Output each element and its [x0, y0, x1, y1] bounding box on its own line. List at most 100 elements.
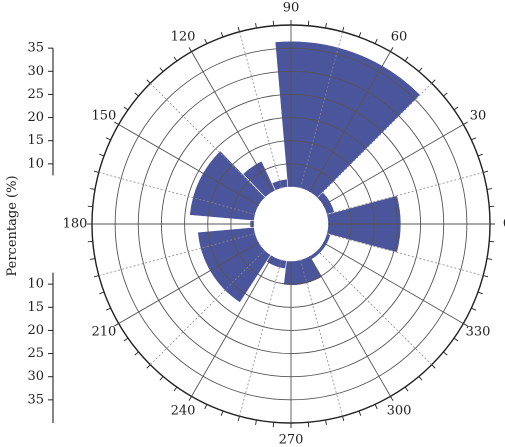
outer-tick: [443, 351, 448, 356]
outer-tick: [114, 323, 119, 327]
outer-tick: [204, 38, 208, 44]
angle-tick-label: 0: [503, 217, 505, 232]
radial-tick-label-lower: 10: [27, 277, 44, 292]
outer-tick: [463, 323, 468, 327]
outer-tick: [220, 410, 224, 416]
outer-tick: [390, 396, 394, 401]
angle-tick-label: 30: [470, 109, 487, 124]
outer-tick: [105, 137, 111, 141]
outer-tick: [325, 419, 327, 425]
outer-tick: [146, 364, 151, 369]
minor-spoke-315: [316, 249, 432, 365]
outer-tick: [90, 188, 96, 190]
spoke-300: [309, 255, 391, 397]
minor-spoke-345: [326, 233, 484, 276]
radial-tick-label-upper: 10: [27, 156, 44, 171]
minor-spoke-195: [98, 233, 256, 276]
outer-tick: [390, 47, 394, 52]
spoke-60: [309, 51, 391, 193]
angle-tick-label: 90: [283, 1, 300, 16]
outer-tick: [173, 386, 178, 392]
outer-tick: [483, 170, 489, 173]
radial-tick-label-lower: 15: [27, 300, 44, 315]
angle-tick-label: 330: [466, 325, 491, 340]
grid-group: [87, 20, 495, 428]
spoke-210: [118, 242, 260, 324]
minor-spoke-105: [239, 31, 282, 189]
outer-tick: [486, 188, 492, 190]
outer-tick: [453, 337, 459, 342]
minor-spoke-135: [150, 83, 266, 199]
radial-tick-label-lower: 25: [27, 346, 44, 361]
angle-labels-group: 0 30 60 90 120 150 180 210 240 270 300 330: [63, 1, 505, 447]
minor-spoke-225: [150, 249, 266, 365]
outer-tick: [90, 258, 96, 260]
outer-tick: [431, 79, 436, 84]
minor-spoke-45: [316, 83, 432, 199]
outer-tick: [188, 396, 192, 401]
outer-tick: [123, 106, 129, 111]
y-axis-title: Percentage (%): [5, 175, 20, 276]
radial-tick-label-upper: 30: [27, 64, 44, 79]
radial-tick-label-lower: 30: [27, 369, 44, 384]
outer-tick: [477, 153, 483, 157]
angle-tick-label: 300: [387, 404, 412, 419]
angle-tick-label: 180: [63, 217, 88, 232]
minor-spoke-165: [98, 172, 256, 215]
outer-tick: [486, 258, 492, 260]
angle-tick-label: 150: [92, 109, 117, 124]
angle-tick-label: 120: [171, 29, 196, 44]
outer-tick: [188, 47, 192, 52]
outer-tick: [99, 153, 105, 157]
outer-tick: [114, 121, 119, 125]
angle-tick-label: 270: [279, 433, 304, 447]
outer-tick: [105, 307, 111, 311]
outer-tick: [418, 67, 423, 72]
outer-tick: [99, 291, 105, 295]
outer-tick: [443, 92, 448, 97]
outer-tick: [471, 137, 477, 141]
radial-tick-label-lower: 20: [27, 323, 44, 338]
outer-tick: [342, 416, 345, 422]
bar-5: [189, 150, 266, 222]
radial-tick-label-lower: 35: [27, 392, 44, 407]
outer-tick: [325, 23, 327, 29]
outer-tick: [134, 92, 139, 97]
outer-tick: [404, 386, 409, 392]
outer-tick: [220, 32, 224, 38]
outer-tick: [93, 275, 99, 278]
outer-tick: [342, 26, 345, 32]
outer-tick: [255, 419, 257, 425]
minor-spoke-75: [300, 31, 343, 189]
outer-tick: [93, 170, 99, 173]
outer-tick: [418, 376, 423, 381]
spoke-330: [322, 242, 464, 324]
outer-tick: [358, 410, 362, 416]
outer-tick: [173, 56, 178, 62]
outer-tick: [477, 291, 483, 295]
minor-spoke-285: [300, 259, 343, 417]
outer-tick: [159, 67, 164, 72]
outer-tick: [483, 275, 489, 278]
spoke-30: [322, 124, 464, 206]
spoke-240: [191, 255, 273, 397]
radial-tick-label-upper: 25: [27, 87, 44, 102]
radial-axis-group: 10 10 15 15 20 20 25 25 30 30 35 35: [27, 41, 54, 423]
outer-tick: [463, 121, 468, 125]
spoke-150: [118, 124, 260, 206]
outer-tick: [123, 337, 129, 342]
angle-tick-label: 210: [92, 325, 117, 340]
outer-tick: [146, 79, 151, 84]
outer-tick: [237, 416, 240, 422]
angle-tick-label: 240: [171, 404, 196, 419]
spoke-120: [191, 51, 273, 193]
bars-group: [189, 40, 421, 303]
outer-tick: [237, 26, 240, 32]
outer-tick: [453, 106, 459, 111]
outer-tick: [431, 364, 436, 369]
angle-tick-label: 60: [391, 29, 408, 44]
minor-spoke-15: [326, 172, 484, 215]
outer-tick: [404, 56, 409, 62]
minor-spoke-255: [239, 259, 282, 417]
